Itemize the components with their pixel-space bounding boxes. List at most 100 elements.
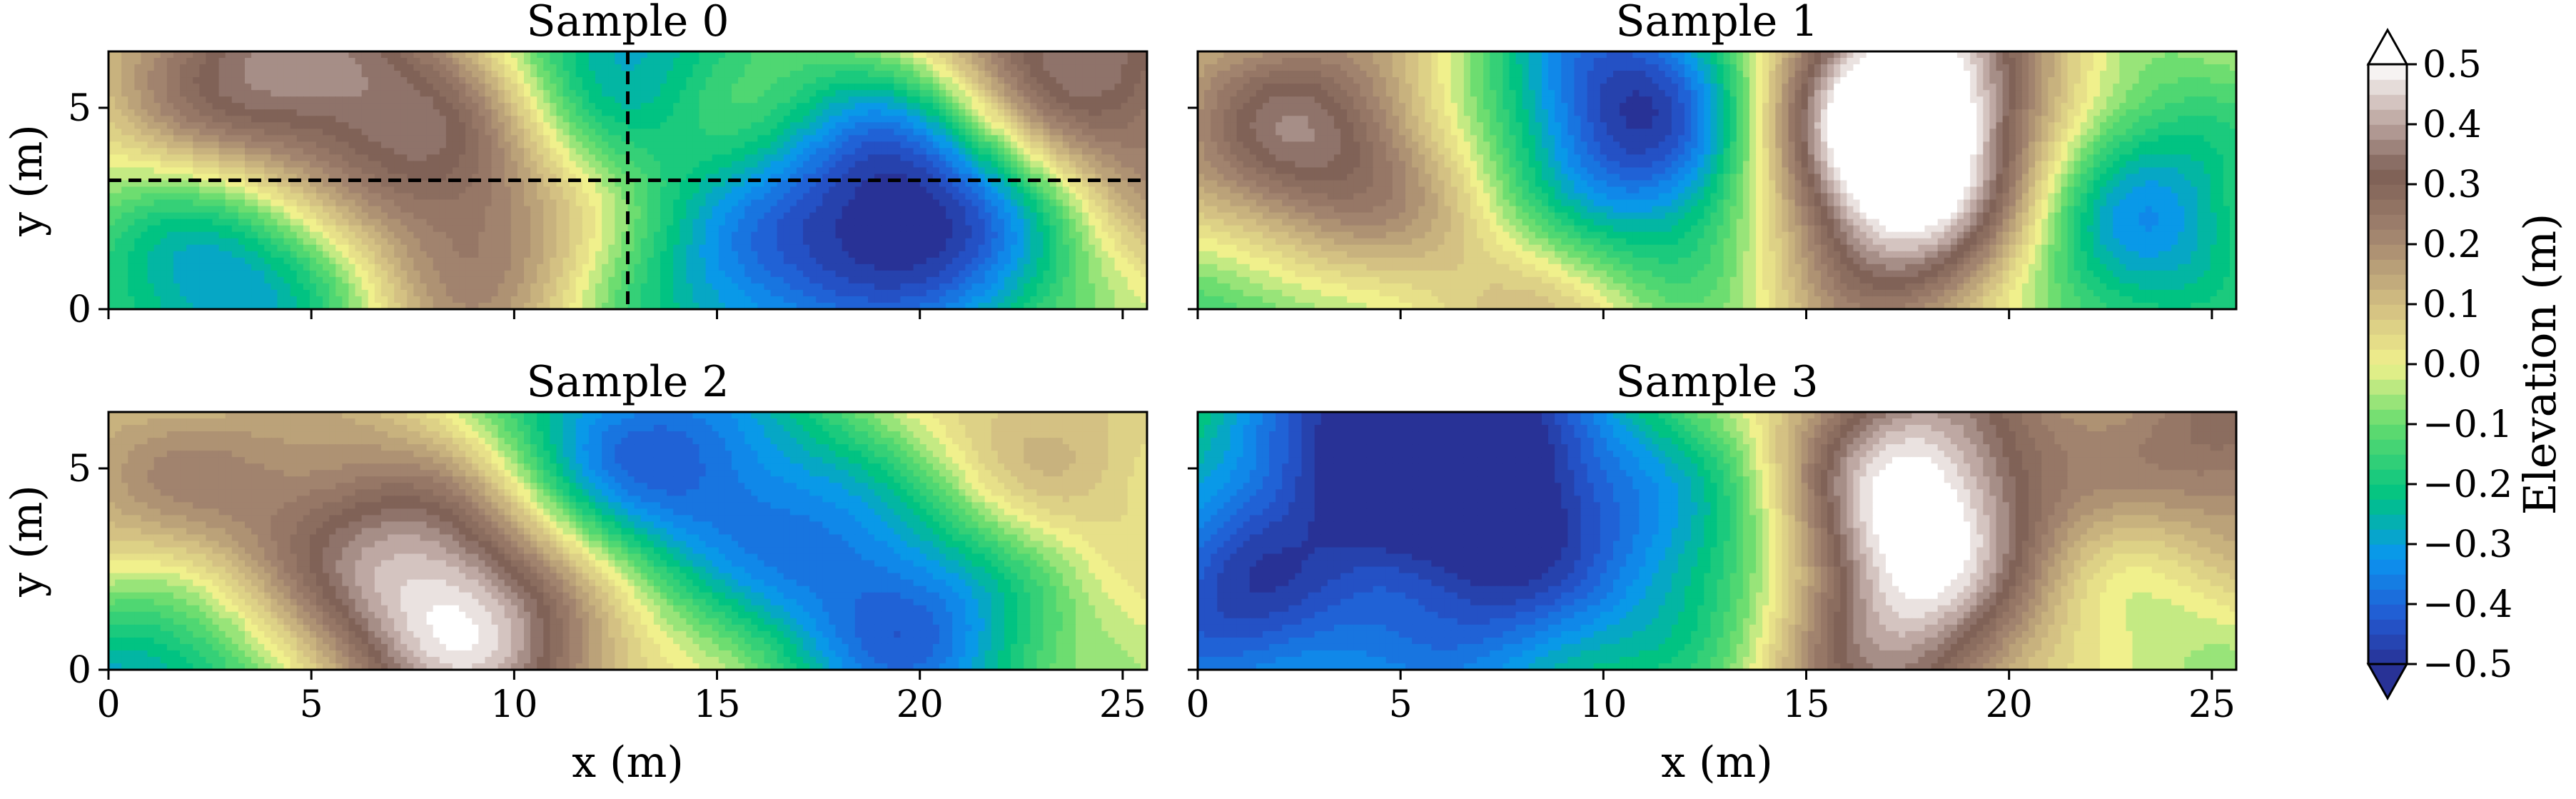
- heat-cell: [134, 148, 142, 156]
- heat-cell: [621, 186, 629, 194]
- heat-cell: [777, 84, 784, 91]
- heat-cell: [485, 58, 493, 65]
- heat-cell: [978, 167, 986, 175]
- heat-cell: [388, 218, 395, 226]
- heat-cell: [543, 212, 551, 220]
- heat-cell: [556, 122, 564, 130]
- heat-cell: [653, 218, 661, 226]
- heat-cell: [608, 141, 616, 149]
- heat-cell: [141, 96, 148, 104]
- heat-cell: [874, 238, 882, 246]
- heat-cell: [984, 116, 992, 124]
- heat-cell: [510, 238, 518, 246]
- heat-cell: [225, 193, 233, 201]
- heat-cell: [621, 90, 629, 97]
- heat-cell: [238, 84, 246, 91]
- heat-cell: [621, 116, 629, 124]
- heat-cell: [537, 129, 545, 136]
- heat-cell: [517, 199, 525, 207]
- heat-cell: [1108, 103, 1116, 111]
- heat-cell: [653, 103, 661, 111]
- heat-cell: [699, 218, 707, 226]
- heat-cell: [822, 212, 830, 220]
- heat-cell: [388, 51, 395, 59]
- heat-cell: [1024, 154, 1031, 162]
- heat-cell: [153, 199, 161, 207]
- heat-cell: [1121, 193, 1128, 201]
- heat-cell: [335, 161, 343, 169]
- heat-cell: [588, 71, 596, 78]
- heat-cell: [342, 238, 350, 246]
- heat-cell: [699, 154, 707, 162]
- heat-cell: [822, 122, 830, 130]
- heat-cell: [959, 161, 966, 169]
- heat-cell: [959, 96, 966, 104]
- heat-cell: [1101, 71, 1109, 78]
- heat-cell: [667, 90, 674, 97]
- heat-cell: [1036, 167, 1044, 175]
- heat-cell: [881, 193, 889, 201]
- heat-cell: [984, 180, 992, 188]
- heat-cell: [537, 96, 545, 104]
- heat-cell: [926, 64, 934, 71]
- heat-cell: [1114, 77, 1122, 84]
- heat-cell: [575, 167, 583, 175]
- heat-cell: [497, 148, 505, 156]
- heat-cell: [1017, 231, 1025, 239]
- heat-cell: [686, 206, 694, 213]
- heat-cell: [751, 161, 759, 169]
- heat-cell: [1011, 225, 1018, 233]
- heat-cell: [680, 122, 687, 130]
- heat-cell: [1043, 212, 1051, 220]
- heat-cell: [394, 218, 402, 226]
- heat-cell: [212, 186, 220, 194]
- heat-cell: [1127, 135, 1135, 143]
- heat-cell: [283, 122, 291, 130]
- heat-cell: [128, 90, 136, 97]
- heat-cell: [303, 116, 310, 124]
- heat-cell: [900, 154, 908, 162]
- heat-cell: [426, 122, 434, 130]
- heat-cell: [796, 135, 804, 143]
- heat-cell: [251, 90, 258, 97]
- heat-cell: [673, 154, 681, 162]
- heat-cell: [621, 148, 629, 156]
- heat-cell: [1075, 77, 1083, 84]
- heat-cell: [361, 174, 369, 181]
- heat-cell: [400, 174, 408, 181]
- heat-cell: [595, 167, 602, 175]
- heat-cell: [608, 77, 616, 84]
- heat-cell: [141, 161, 148, 169]
- heat-cell: [900, 51, 908, 59]
- heat-cell: [744, 206, 752, 213]
- heat-cell: [166, 122, 174, 130]
- heat-cell: [673, 206, 681, 213]
- heat-cell: [439, 77, 447, 84]
- heat-cell: [1049, 199, 1057, 207]
- heat-cell: [608, 225, 616, 233]
- heat-cell: [459, 212, 466, 220]
- heat-cell: [861, 174, 869, 181]
- heat-cell: [796, 116, 804, 124]
- heat-cell: [374, 244, 382, 252]
- heat-cell: [238, 161, 246, 169]
- heat-cell: [309, 51, 317, 59]
- heat-cell: [218, 238, 226, 246]
- heat-cell: [874, 116, 882, 124]
- heat-cell: [667, 199, 674, 207]
- heat-cell: [978, 225, 986, 233]
- heat-cell: [913, 174, 921, 181]
- heat-cell: [588, 64, 596, 71]
- heat-cell: [166, 58, 174, 65]
- heat-cell: [141, 77, 148, 84]
- heat-cell: [445, 206, 453, 213]
- heat-cell: [258, 161, 266, 169]
- heat-cell: [186, 148, 194, 156]
- heat-cell: [537, 58, 545, 65]
- heat-cell: [913, 212, 921, 220]
- heat-cell: [277, 122, 285, 130]
- heat-cell: [718, 77, 726, 84]
- heat-cell: [543, 199, 551, 207]
- heat-cell: [881, 51, 889, 59]
- heat-cell: [355, 174, 363, 181]
